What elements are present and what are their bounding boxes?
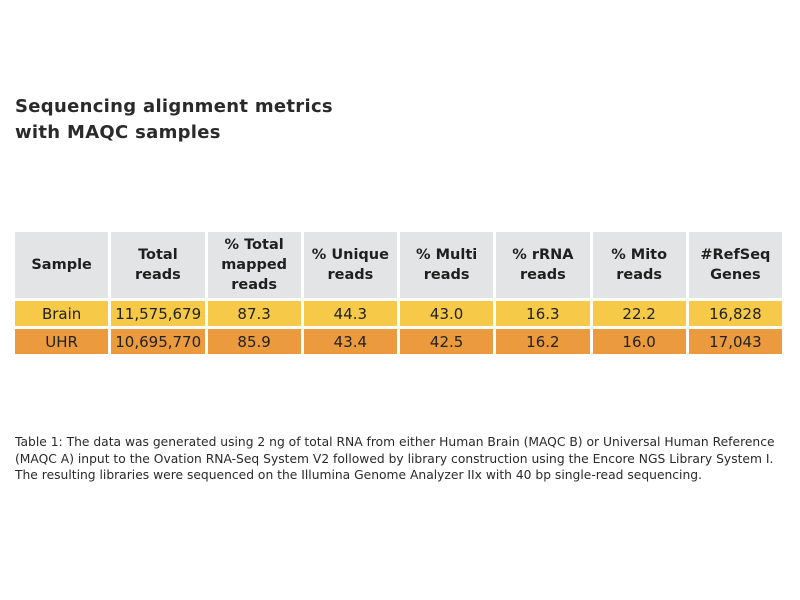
header-refseq-genes-line-2: Genes	[710, 267, 761, 283]
header-unique-reads-line-2: reads	[327, 267, 374, 283]
header-total-mapped-reads: % Total mapped reads	[207, 232, 301, 298]
header-multi-reads: % Multi reads	[400, 232, 494, 298]
cell-sample: Brain	[15, 301, 109, 326]
cell-total-mapped-reads: 85.9	[207, 329, 301, 354]
table-caption: Table 1: The data was generated using 2 …	[15, 435, 775, 482]
document-title-line-2: with MAQC samples	[15, 122, 221, 143]
cell-mito-reads: 16.0	[592, 329, 686, 354]
header-unique-reads: % Unique reads	[303, 232, 397, 298]
header-total-reads: Total reads	[111, 232, 205, 298]
header-rrna-reads-line-2: reads	[519, 267, 566, 283]
alignment-metrics-table: Sample Total reads % Total mapped reads …	[12, 229, 785, 357]
cell-total-reads: 10,695,770	[111, 329, 205, 354]
cell-multi-reads: 43.0	[400, 301, 494, 326]
header-multi-reads-line-2: reads	[423, 267, 470, 283]
cell-rrna-reads: 16.3	[496, 301, 590, 326]
cell-total-reads: 11,575,679	[111, 301, 205, 326]
document-title-line-1: Sequencing alignment metrics	[15, 96, 333, 117]
table-header-row: Sample Total reads % Total mapped reads …	[15, 232, 782, 298]
table-row-brain: Brain 11,575,679 87.3 44.3 43.0 16.3 22.…	[15, 301, 782, 326]
header-sample-line-1: Sample	[31, 257, 92, 273]
header-unique-reads-line-1: % Unique	[311, 247, 389, 263]
cell-unique-reads: 43.4	[303, 329, 397, 354]
cell-multi-reads: 42.5	[400, 329, 494, 354]
cell-sample: UHR	[15, 329, 109, 354]
header-refseq-genes: #RefSeq Genes	[688, 232, 782, 298]
cell-rrna-reads: 16.2	[496, 329, 590, 354]
cell-mito-reads: 22.2	[592, 301, 686, 326]
header-total-reads-line-1: Total	[138, 247, 178, 263]
cell-refseq-genes: 16,828	[688, 301, 782, 326]
header-rrna-reads: % rRNA reads	[496, 232, 590, 298]
header-mito-reads-line-1: % Mito	[611, 247, 668, 263]
header-total-mapped-reads-line-1: % Total	[224, 237, 284, 253]
header-total-mapped-reads-line-3: reads	[231, 277, 278, 293]
header-mito-reads-line-2: reads	[616, 267, 663, 283]
header-rrna-reads-line-1: % rRNA	[512, 247, 574, 263]
header-total-reads-line-2: reads	[134, 267, 181, 283]
header-mito-reads: % Mito reads	[592, 232, 686, 298]
header-total-mapped-reads-line-2: mapped	[221, 257, 288, 273]
cell-total-mapped-reads: 87.3	[207, 301, 301, 326]
header-refseq-genes-line-1: #RefSeq	[700, 247, 771, 263]
cell-refseq-genes: 17,043	[688, 329, 782, 354]
table-row-uhr: UHR 10,695,770 85.9 43.4 42.5 16.2 16.0 …	[15, 329, 782, 354]
document-title: Sequencing alignment metrics with MAQC s…	[15, 94, 333, 146]
header-multi-reads-line-1: % Multi	[416, 247, 478, 263]
header-sample: Sample	[15, 232, 109, 298]
cell-unique-reads: 44.3	[303, 301, 397, 326]
